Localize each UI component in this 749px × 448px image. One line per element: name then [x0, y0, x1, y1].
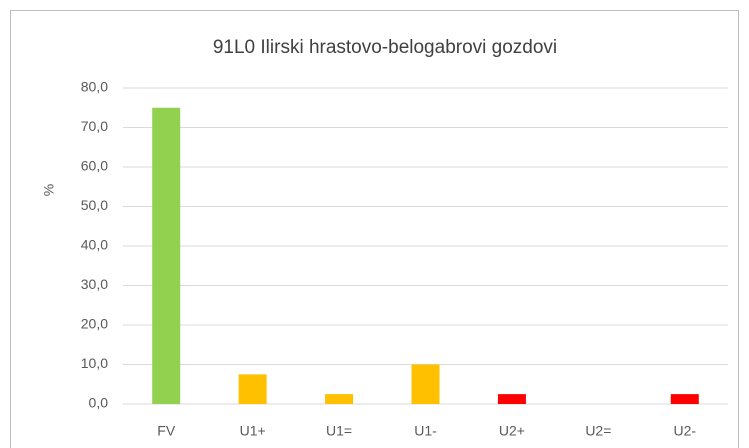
x-tick-label: U1- — [414, 423, 437, 439]
y-tick-label: 40,0 — [81, 237, 108, 253]
bar — [238, 374, 267, 404]
y-tick-label: 30,0 — [81, 276, 108, 292]
x-tick-label: U1= — [326, 423, 352, 439]
bar — [411, 364, 440, 404]
y-tick-label: 0,0 — [89, 395, 109, 411]
bar — [670, 394, 699, 404]
x-tick-label: U1+ — [240, 423, 266, 439]
chart-title: 91L0 Ilirski hrastovo-belogabrovi gozdov… — [213, 37, 557, 58]
y-tick-label: 20,0 — [81, 316, 108, 332]
x-tick-label: U2- — [674, 423, 697, 439]
x-tick-label: U2= — [585, 423, 611, 439]
chart-border — [10, 10, 739, 448]
bar — [152, 107, 181, 404]
y-axis-label: % — [41, 184, 57, 196]
x-tick-label: U2+ — [499, 423, 525, 439]
y-tick-label: 70,0 — [81, 118, 108, 134]
bar — [497, 394, 526, 404]
bar — [325, 394, 354, 404]
x-tick-label: FV — [157, 423, 176, 439]
y-tick-label: 60,0 — [81, 158, 108, 174]
y-tick-label: 50,0 — [81, 197, 108, 213]
y-tick-label: 10,0 — [81, 355, 108, 371]
y-tick-label: 80,0 — [81, 79, 108, 95]
